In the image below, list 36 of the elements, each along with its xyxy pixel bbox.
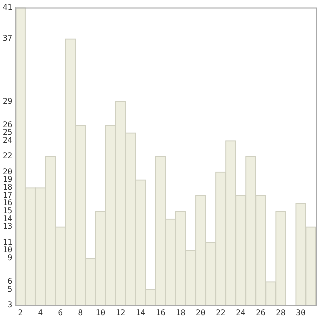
y-tick-label: 24 [2,136,13,146]
y-tick-label: 10 [2,246,13,255]
y-tick-label: 41 [2,2,13,12]
y-tick-label: 6 [8,276,13,286]
y-tick-label: 25 [2,128,13,138]
y-tick-label: 22 [2,152,13,161]
y-tick-label: 14 [2,214,13,224]
x-tick-label: 22 [216,308,226,318]
x-tick-label: 26 [256,308,266,318]
y-tick-label: 37 [2,34,13,44]
x-tick-label: 20 [196,308,206,318]
x-tick-label: 28 [276,308,286,318]
x-tick-label: 14 [136,308,146,318]
y-tick-label: 11 [2,238,13,247]
x-tick-label: 6 [58,308,64,318]
y-tick-label: 29 [2,96,13,106]
x-tick-label: 10 [96,308,106,318]
y-tick-label: 16 [2,198,13,208]
y-tick-label: 13 [2,222,13,232]
x-tick-label: 24 [236,308,246,318]
y-tick-label: 26 [2,120,13,130]
y-tick-label: 3 [8,300,13,310]
x-tick-label: 12 [116,308,126,318]
x-tick-label: 30 [296,308,306,318]
x-tick-label: 2 [18,308,24,318]
y-tick-label: 18 [2,183,13,192]
x-tick-label: 18 [176,308,186,318]
y-tick-label: 19 [2,175,13,184]
y-tick-label: 20 [2,167,13,176]
x-tick-label: 4 [38,308,44,318]
y-tick-label: 9 [8,253,13,262]
x-tick-label: 8 [78,308,84,318]
y-tick-label: 5 [8,284,13,294]
y-tick-label: 17 [2,190,13,200]
y-tick-label: 15 [2,206,13,216]
x-tick-label: 16 [156,308,166,318]
